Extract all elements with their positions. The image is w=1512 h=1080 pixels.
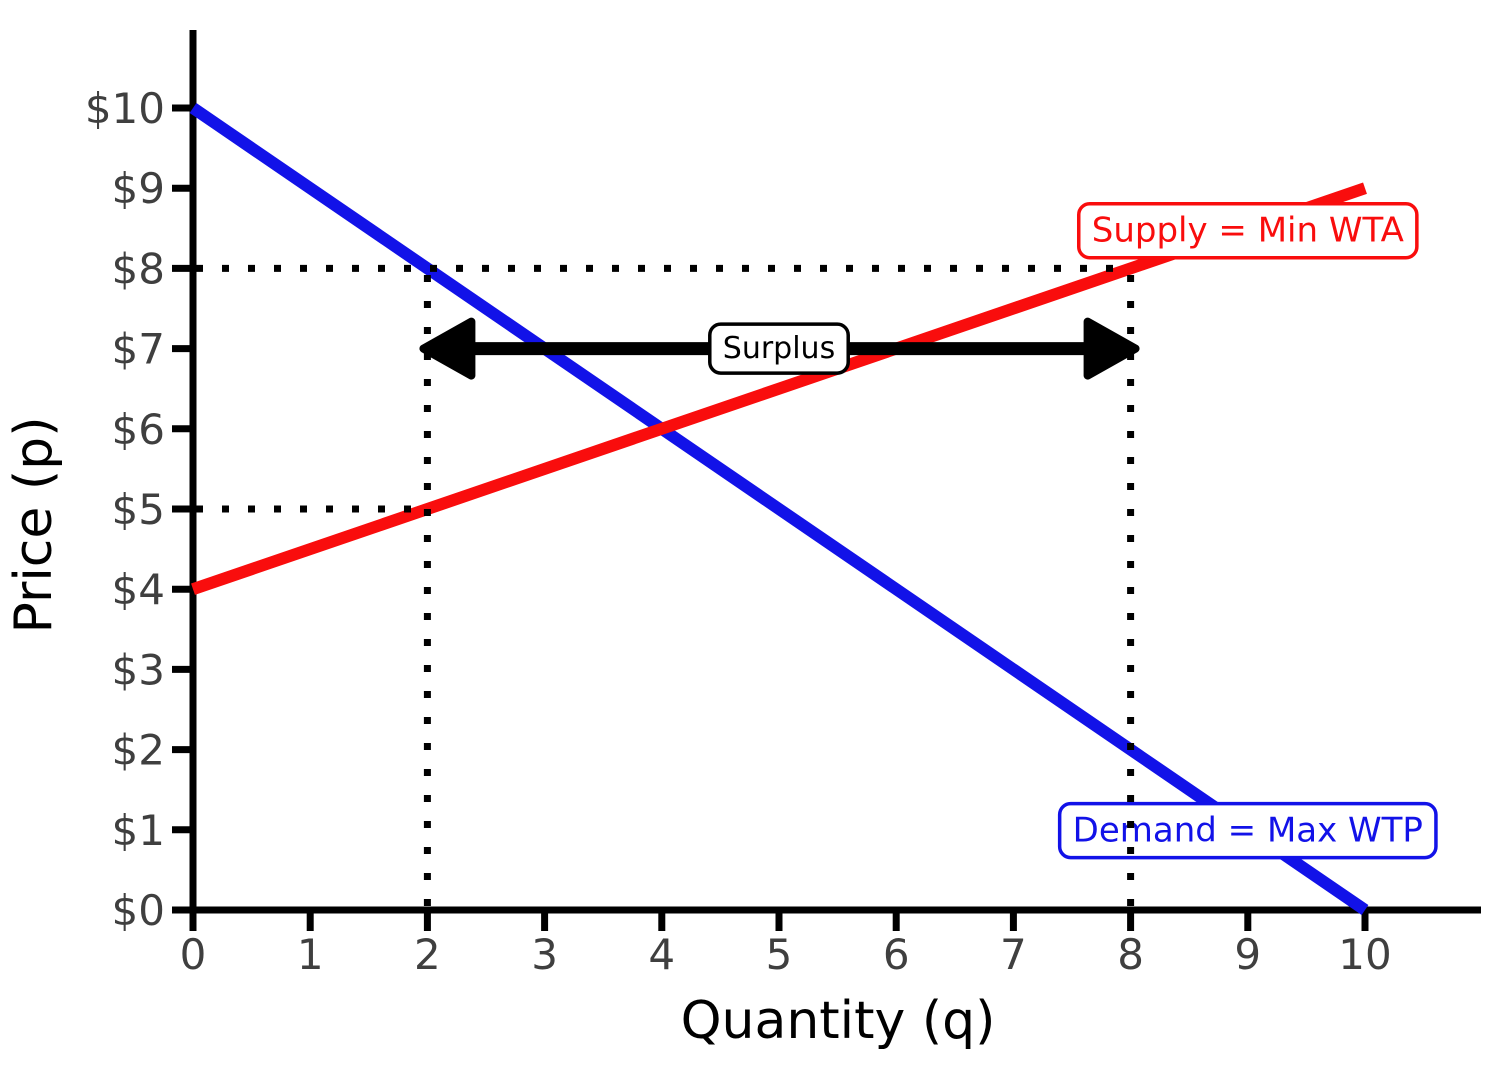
y-tick-label: $0 (112, 886, 165, 935)
y-tick-label: $6 (112, 405, 165, 454)
surplus-arrow-left-head (419, 317, 476, 380)
x-tick-label: 0 (180, 930, 207, 979)
demand-line (189, 103, 1369, 915)
x-tick-label: 1 (297, 930, 324, 979)
x-tick-label: 7 (1000, 930, 1027, 979)
demand-label-text: Demand = Max WTP (1073, 811, 1423, 851)
supply-label-text: Supply = Min WTA (1092, 211, 1404, 251)
x-tick-label: 3 (531, 930, 558, 979)
x-tick-label: 8 (1117, 930, 1144, 979)
surplus-label-text: Surplus (723, 331, 835, 366)
y-tick-label: $2 (112, 726, 165, 775)
x-tick-label: 10 (1338, 930, 1391, 979)
supply-label-box (1076, 201, 1419, 260)
y-tick-label: $5 (112, 485, 165, 534)
x-tick-label: 5 (766, 930, 793, 979)
y-tick-label: $9 (112, 164, 165, 213)
y-tick-label: $7 (112, 325, 165, 374)
x-axis-title: Quantity (q) (681, 991, 996, 1051)
y-tick-label: $3 (112, 645, 165, 694)
y-tick-label: $4 (112, 565, 165, 614)
x-tick-label: 9 (1234, 930, 1261, 979)
surplus-arrow-right-head (1083, 317, 1140, 380)
demand-label-box (1057, 801, 1438, 860)
y-tick-label: $8 (112, 244, 165, 293)
y-tick-label: $1 (112, 806, 165, 855)
surplus-label-box (708, 322, 850, 375)
x-tick-label: 2 (414, 930, 441, 979)
x-tick-label: 6 (883, 930, 910, 979)
y-tick-label: $10 (85, 84, 165, 133)
x-tick-label: 4 (648, 930, 675, 979)
y-axis-title: Price (p) (4, 417, 64, 634)
